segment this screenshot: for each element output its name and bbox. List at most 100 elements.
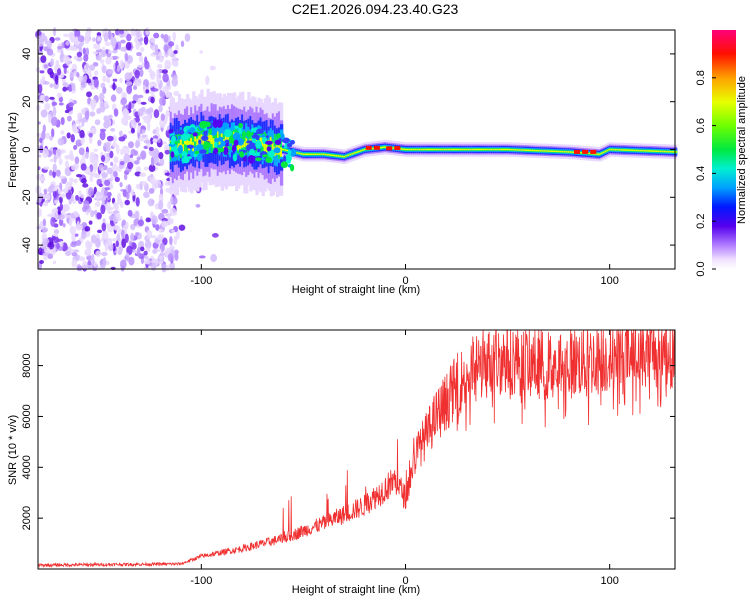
noise-blob <box>89 152 96 159</box>
ridge-cell <box>622 149 627 151</box>
noise-blob <box>130 192 136 196</box>
noise-blob <box>156 68 160 77</box>
noise-blob <box>77 124 82 130</box>
ridge-cell <box>431 148 435 151</box>
turbulence-blob <box>199 149 207 154</box>
turbulence-blob <box>192 132 198 137</box>
noise-blob <box>141 129 146 134</box>
ridge-cell <box>535 149 539 152</box>
noise-blob <box>140 47 145 52</box>
noise-blob <box>107 68 114 75</box>
noise-blob <box>159 56 165 62</box>
noise-blob <box>137 97 142 105</box>
noise-blob <box>41 130 46 141</box>
noise-blob <box>64 154 72 160</box>
noise-blob <box>178 224 186 231</box>
ridge-cell <box>439 148 443 151</box>
ridge-cell <box>404 148 408 151</box>
spectrogram-x-tick-label: 0 <box>402 275 408 287</box>
noise-blob <box>135 210 140 221</box>
noise-blob <box>164 65 171 70</box>
noise-blob <box>150 156 154 167</box>
turbulence-blob <box>247 154 255 164</box>
ridge-cell <box>498 148 502 151</box>
noise-blob <box>46 48 54 56</box>
ridge-cell <box>347 154 351 156</box>
noise-blob <box>76 174 83 178</box>
noise-blob <box>173 90 180 97</box>
colorbar-tick-label: 0.4 <box>695 166 707 181</box>
noise-blob <box>53 153 57 164</box>
spectrogram-y-tick-label: -40 <box>21 237 33 253</box>
ridge-cell <box>304 153 308 156</box>
ridge-cell <box>629 149 633 151</box>
ridge-cell <box>308 153 312 156</box>
turbulence-blob <box>208 128 212 136</box>
noise-blob <box>165 91 171 98</box>
noise-blob <box>138 55 144 63</box>
noise-blob <box>172 31 176 42</box>
noise-blob <box>104 189 108 197</box>
noise-blob <box>100 155 106 163</box>
noise-blob <box>130 28 136 37</box>
noise-blob <box>45 247 51 254</box>
noise-blob <box>121 116 128 126</box>
noise-blob <box>90 127 97 135</box>
noise-blob <box>98 92 105 102</box>
snr-x-tick-label: -100 <box>190 575 212 587</box>
colorbar: 0.0 0.2 0.4 0.6 0.8 Normalized spectral ampl… <box>695 30 748 277</box>
noise-blob <box>106 77 111 84</box>
noise-blob <box>162 73 169 83</box>
ridge-cell <box>659 150 663 153</box>
noise-blob <box>110 94 117 102</box>
noise-blob <box>106 167 113 175</box>
turbulence-blob <box>282 137 290 144</box>
turbulence-blob <box>274 139 282 145</box>
noise-blob <box>62 223 66 228</box>
ridge-cell <box>514 149 518 151</box>
noise-blob <box>62 86 67 92</box>
noise-blob <box>40 243 47 249</box>
ridge-cell <box>357 150 361 153</box>
noise-blob <box>49 158 54 163</box>
ridge-cell <box>453 148 457 151</box>
turbulence-blob <box>246 130 251 138</box>
noise-blob <box>144 255 149 260</box>
noise-blob <box>73 211 80 218</box>
noise-blob <box>44 95 50 102</box>
noise-blob <box>155 179 159 189</box>
noise-blob <box>112 242 116 252</box>
noise-blob <box>41 75 46 84</box>
noise-blob <box>171 77 179 87</box>
noise-blob <box>121 238 127 249</box>
noise-blob <box>133 80 140 86</box>
ridge-cell <box>512 149 516 151</box>
ridge-cell <box>284 149 288 151</box>
ridge-cell <box>335 154 339 157</box>
ridge-cell <box>208 132 212 143</box>
ridge-cell <box>571 151 576 153</box>
noise-blob <box>93 261 98 268</box>
ridge-cell <box>326 154 331 156</box>
noise-blob <box>211 233 219 238</box>
noise-blob <box>161 220 167 228</box>
turbulence-blob <box>170 156 178 162</box>
noise-blob <box>169 207 177 216</box>
ridge-cell <box>627 149 631 151</box>
noise-blob <box>145 247 151 253</box>
ridge-cell <box>618 149 623 151</box>
ridge-cell <box>531 149 535 152</box>
ridge-cell <box>320 153 325 156</box>
noise-blob <box>167 253 174 262</box>
noise-blob <box>71 232 76 243</box>
noise-blob <box>43 166 50 170</box>
ridge-cell <box>216 131 220 141</box>
noise-blob <box>104 100 109 109</box>
noise-blob <box>133 85 138 91</box>
noise-blob <box>174 252 179 261</box>
ridge-cell <box>433 148 437 151</box>
noise-blob <box>173 50 178 54</box>
noise-blob <box>74 233 79 237</box>
noise-blob <box>65 40 70 46</box>
noise-blob <box>112 135 117 143</box>
